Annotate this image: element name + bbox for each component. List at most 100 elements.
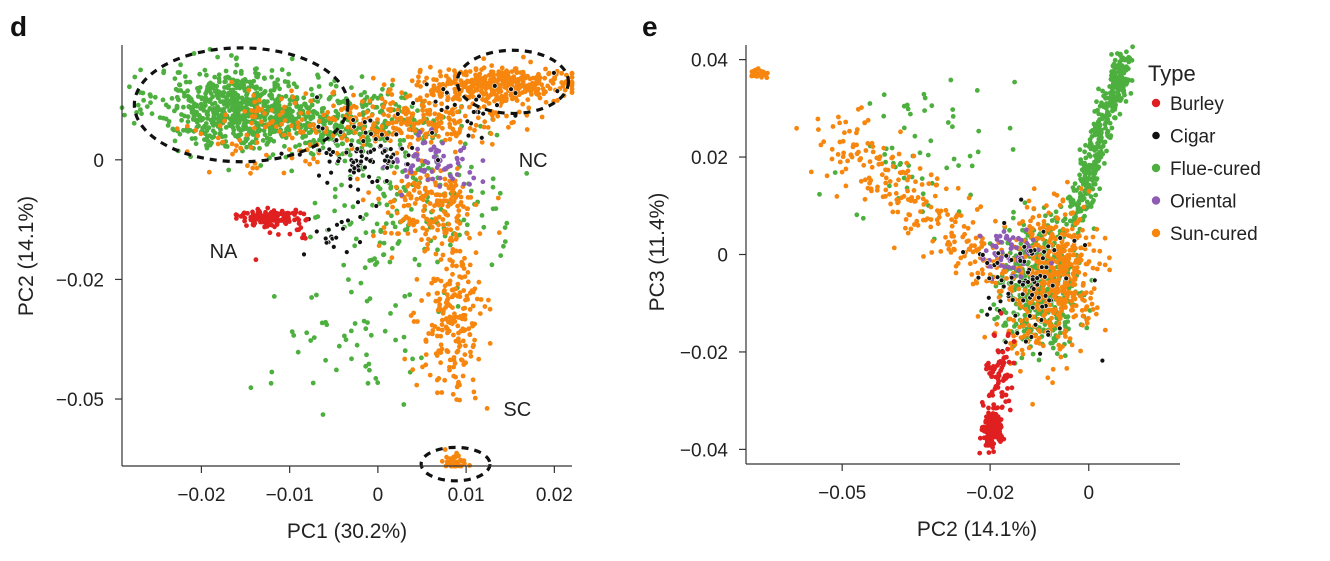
data-point-burley [997, 431, 1003, 437]
data-point-sun-cured [485, 125, 491, 130]
data-point-sun-cured [251, 125, 257, 131]
data-point-sun-cured [1009, 345, 1015, 351]
data-point-sun-cured [422, 98, 427, 104]
data-point-sun-cured [952, 219, 958, 225]
data-point-sun-cured [490, 113, 495, 118]
data-point-cigar [1025, 279, 1031, 285]
data-point-flue-cured [1077, 172, 1082, 178]
data-point-sun-cured [521, 54, 526, 60]
data-point-flue-cured [254, 66, 259, 71]
data-point-sun-cured [439, 390, 445, 395]
data-point-flue-cured [258, 86, 263, 92]
data-point-sun-cured [996, 289, 1002, 294]
data-point-sun-cured [514, 70, 520, 76]
data-point-flue-cured [1127, 55, 1133, 61]
data-point-flue-cured [193, 141, 199, 147]
data-point-flue-cured [273, 98, 278, 103]
data-point-flue-cured [1090, 200, 1095, 205]
data-point-sun-cured [420, 225, 426, 231]
data-point-flue-cured [1061, 218, 1066, 224]
data-point-sun-cured [414, 97, 420, 103]
data-point-flue-cured [1095, 156, 1101, 162]
region-label-na: NA [210, 241, 238, 263]
data-point-flue-cured [358, 92, 364, 98]
data-point-sun-cured [473, 250, 479, 256]
data-point-sun-cured [539, 114, 545, 120]
data-point-burley [277, 218, 282, 223]
data-point-cigar [1030, 286, 1037, 292]
data-point-sun-cured [973, 235, 979, 241]
data-point-sun-cured [399, 130, 404, 136]
data-point-flue-cured [244, 144, 250, 150]
data-point-cigar [1003, 253, 1009, 259]
data-point-sun-cured [416, 74, 421, 80]
data-point-sun-cured [422, 187, 428, 192]
data-point-sun-cured [481, 56, 487, 62]
region-label-nc: NC [519, 150, 548, 172]
data-point-sun-cured [459, 260, 465, 266]
data-point-sun-cured [843, 183, 849, 189]
data-point-sun-cured [918, 209, 923, 215]
data-point-flue-cured [348, 328, 354, 334]
data-point-sun-cured [945, 212, 950, 218]
data-point-flue-cured [216, 95, 221, 101]
data-point-burley [986, 360, 991, 366]
data-point-burley [269, 211, 275, 216]
data-point-sun-cured [405, 116, 410, 122]
data-point-sun-cured [344, 137, 350, 143]
data-point-flue-cured [323, 357, 328, 363]
data-point-sun-cured [891, 245, 897, 251]
x-tick-label: 0 [1083, 483, 1094, 504]
data-point-sun-cured [450, 391, 456, 397]
data-point-flue-cured [172, 138, 178, 144]
data-point-cigar [494, 102, 500, 108]
data-point-flue-cured [293, 144, 298, 150]
data-point-flue-cured [1113, 70, 1119, 76]
data-point-flue-cured [1105, 117, 1111, 122]
data-point-cigar [984, 260, 990, 266]
data-point-sun-cured [479, 67, 484, 72]
data-point-cigar [384, 135, 390, 142]
data-point-sun-cured [481, 92, 486, 97]
data-point-sun-cured [445, 296, 451, 302]
data-point-burley [296, 221, 302, 227]
data-point-sun-cured [405, 134, 411, 140]
data-point-flue-cured [199, 96, 205, 102]
data-point-burley [281, 214, 287, 220]
data-point-flue-cured [1093, 177, 1099, 183]
data-point-flue-cured [202, 67, 208, 73]
data-point-sun-cured [976, 246, 982, 252]
data-point-flue-cured [262, 76, 267, 81]
data-point-sun-cured [993, 280, 999, 286]
data-point-burley [989, 389, 995, 395]
data-point-flue-cured [362, 265, 368, 271]
data-point-flue-cured [202, 131, 208, 137]
data-point-cigar [1017, 250, 1023, 257]
data-point-flue-cured [1109, 125, 1115, 131]
data-point-flue-cured [1082, 149, 1087, 155]
data-point-flue-cured [237, 85, 243, 91]
data-point-cigar [323, 235, 329, 242]
data-point-sun-cured [516, 109, 522, 115]
data-point-sun-cured [905, 177, 910, 183]
data-point-sun-cured [419, 102, 425, 108]
data-point-flue-cured [1104, 148, 1109, 154]
legend-title: Type [1148, 61, 1196, 86]
data-point-flue-cured [1010, 147, 1016, 152]
data-point-flue-cured [308, 116, 314, 122]
data-point-flue-cured [1086, 152, 1092, 157]
data-point-flue-cured [275, 77, 281, 83]
data-point-cigar [360, 138, 366, 144]
data-point-sun-cured [840, 138, 846, 144]
data-point-flue-cured [148, 93, 154, 99]
data-point-cigar [351, 123, 357, 130]
data-point-sun-cured [1059, 308, 1065, 313]
data-point-sun-cured [441, 198, 447, 204]
data-point-sun-cured [559, 70, 564, 76]
data-point-sun-cured [357, 112, 362, 117]
data-point-sun-cured [914, 218, 920, 224]
data-point-sun-cured [303, 158, 308, 164]
cluster-outline-na [132, 46, 350, 164]
data-point-burley [259, 219, 265, 225]
data-point-sun-cured [493, 110, 498, 115]
